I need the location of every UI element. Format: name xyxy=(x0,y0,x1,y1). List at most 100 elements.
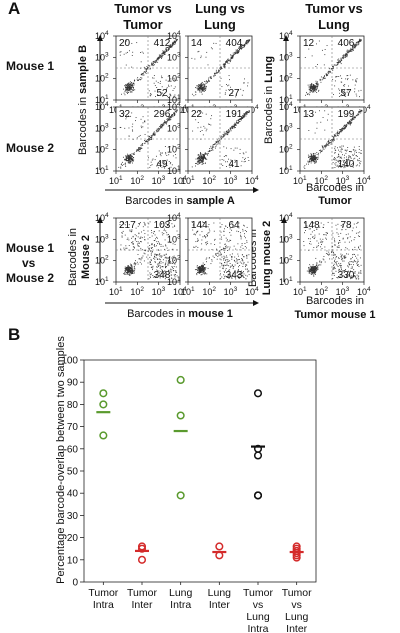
scatter-dot xyxy=(220,254,222,256)
scatter-dot xyxy=(343,128,344,130)
scatter-dot xyxy=(170,242,172,244)
scatter-dot xyxy=(356,262,358,264)
scatter-dot xyxy=(129,153,131,155)
scatter-dot xyxy=(139,78,140,80)
scatter-dot xyxy=(160,271,162,272)
scatter-dot xyxy=(132,269,134,271)
scatter-dot xyxy=(239,121,241,122)
scatter-dot xyxy=(236,122,238,124)
scatter-dot xyxy=(237,50,239,52)
y-tick-exponent: 4 xyxy=(105,30,109,37)
scatter-dot xyxy=(312,268,314,270)
scatter-dot xyxy=(123,159,125,161)
scatter-dot xyxy=(157,249,159,251)
scatter-dot xyxy=(207,153,209,154)
scatter-dot xyxy=(243,116,245,118)
scatter-dot xyxy=(332,136,334,138)
y-tick-exponent: 1 xyxy=(105,94,109,101)
scatter-dot xyxy=(308,272,310,274)
scatter-dot xyxy=(315,158,317,160)
scatter-dot xyxy=(358,165,360,167)
scatter-dot xyxy=(225,84,227,85)
scatter-dot xyxy=(230,234,232,236)
scatter-dot xyxy=(159,255,161,257)
y-tick-exponent: 2 xyxy=(289,73,293,80)
scatter-dot xyxy=(210,118,212,120)
scatter-dot xyxy=(131,265,133,267)
y-tick-label: 10 xyxy=(167,102,177,112)
scatter-dot xyxy=(121,161,123,163)
scatter-dot xyxy=(356,115,358,117)
scatter-dot xyxy=(315,158,317,160)
scatter-dot xyxy=(150,135,152,137)
scatter-dot xyxy=(315,161,317,163)
scatter-dot xyxy=(197,270,199,271)
scatter-dot xyxy=(159,277,161,279)
b-y-tick-label: 50 xyxy=(67,467,79,478)
scatter-dot xyxy=(222,247,224,249)
scatter-dot xyxy=(137,241,139,243)
scatter-dot xyxy=(248,160,250,161)
scatter-dot xyxy=(351,151,352,153)
scatter-dot xyxy=(199,160,201,162)
scatter-dot xyxy=(210,243,212,245)
scatter-dot xyxy=(309,264,311,266)
scatter-dot xyxy=(162,52,164,54)
scatter-dot xyxy=(246,43,248,44)
column-headers: Tumor vs Tumor Lung vs Lung Tumor vs Lun… xyxy=(114,1,363,32)
scatter-dot xyxy=(138,79,140,81)
scatter-dot xyxy=(198,88,200,89)
scatter-dot xyxy=(225,132,227,134)
count-bottom-right: 348 xyxy=(154,270,171,281)
scatter-dot xyxy=(333,64,335,66)
scatter-dot xyxy=(152,269,154,271)
scatter-dot xyxy=(224,62,226,64)
scatter-dot xyxy=(119,51,121,53)
scatter-dot xyxy=(237,270,238,272)
scatter-dot xyxy=(176,110,178,112)
scatter-dot xyxy=(241,118,243,120)
scatter-dot xyxy=(170,44,172,46)
scatter-dot xyxy=(174,274,176,276)
scatter-dot xyxy=(313,271,315,273)
scatter-dot xyxy=(172,226,174,228)
scatter-dot xyxy=(327,141,329,143)
scatter-dot xyxy=(199,266,201,267)
scatter-dot xyxy=(168,258,170,260)
scatter-dot xyxy=(232,275,234,277)
scatter-dot xyxy=(126,271,128,273)
scatter-dot xyxy=(132,236,134,238)
x-tick-label: 10 xyxy=(181,105,191,115)
scatter-dot xyxy=(134,263,136,265)
scatter-dot xyxy=(229,239,231,241)
scatter-dot xyxy=(316,262,318,264)
scatter-dot xyxy=(198,50,200,52)
scatter-dot xyxy=(200,83,202,84)
scatter-dot xyxy=(202,271,204,273)
scatter-dot xyxy=(227,259,229,261)
scatter-dot xyxy=(163,52,165,54)
count-bottom-right: 140 xyxy=(338,159,355,170)
scatter-dot xyxy=(128,82,130,84)
scatter-dot xyxy=(307,161,309,163)
scatter-dot xyxy=(223,278,225,279)
scatter-dot xyxy=(230,60,232,61)
scatter-dot xyxy=(334,134,336,136)
scatter-dot xyxy=(246,254,247,256)
scatter-dot xyxy=(128,86,130,88)
scatter-dot xyxy=(199,158,201,160)
x-tick-label: 10 xyxy=(245,287,255,297)
scatter-dot xyxy=(203,273,205,275)
scatter-dot xyxy=(156,60,157,62)
scatter-dot xyxy=(218,142,220,144)
scatter-dot xyxy=(132,123,134,125)
scatter-dot xyxy=(201,93,203,95)
scatter-dot xyxy=(308,93,310,95)
scatter-dot xyxy=(223,264,225,266)
scatter-dot xyxy=(226,260,228,262)
scatter-dot xyxy=(232,55,233,57)
scatter-dot xyxy=(198,270,200,272)
scatter-dot xyxy=(226,60,228,62)
scatter-dot xyxy=(159,275,161,277)
scatter-dot xyxy=(166,123,168,125)
